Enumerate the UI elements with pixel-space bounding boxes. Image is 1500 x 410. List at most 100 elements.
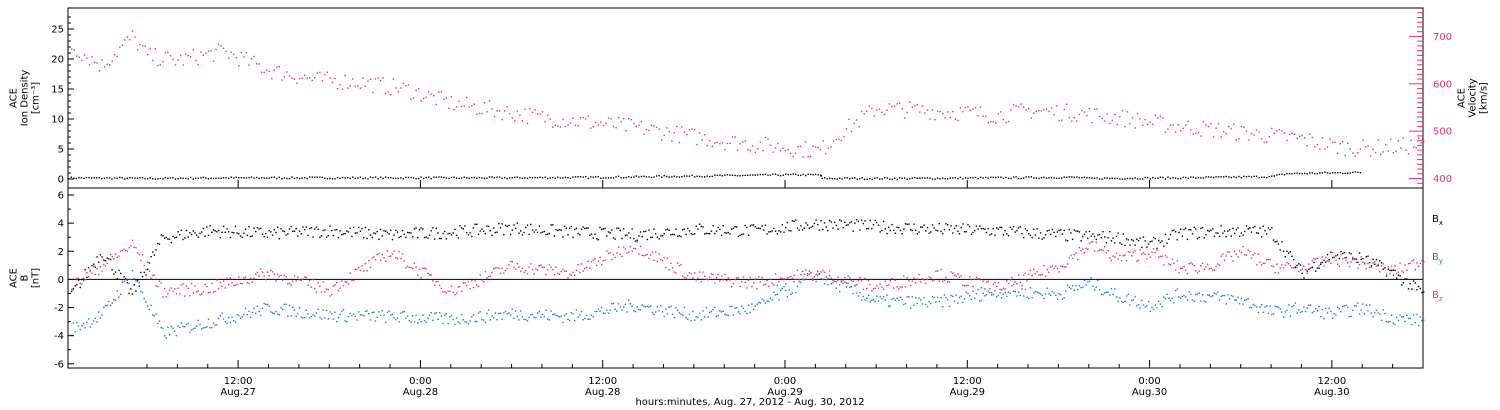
velocity-series-point: [382, 77, 384, 79]
ion-density-series-point: [134, 177, 136, 179]
series-bx-point: [280, 228, 282, 230]
series-by-point: [884, 299, 886, 301]
series-by-point: [1239, 303, 1241, 305]
b-axis-title: ACE B [nT]: [9, 268, 42, 288]
series-by-point: [1098, 289, 1101, 291]
velocity-series-point: [271, 77, 273, 80]
series-by-point: [957, 302, 959, 304]
series-bz-point: [827, 277, 829, 280]
series-by-point: [936, 296, 939, 299]
ion-density-series-point: [731, 174, 734, 176]
ion-density-series-point: [1028, 176, 1030, 178]
series-bz-point: [1043, 264, 1045, 267]
velocity-series-point: [1331, 141, 1334, 144]
series-bx-point: [813, 222, 816, 225]
series-bx-point: [334, 229, 336, 231]
series-bx-point: [432, 227, 434, 229]
series-by-point: [953, 300, 956, 303]
ion-density-series-point: [524, 177, 526, 179]
series-by-point: [1088, 280, 1091, 282]
ion-density-series-point: [172, 177, 174, 179]
velocity-series-point: [924, 112, 926, 114]
series-bz-point: [1240, 251, 1243, 254]
series-bz-point: [447, 290, 449, 292]
series-bx-point: [744, 224, 746, 227]
series-bx-point: [168, 238, 171, 240]
series-bx-point: [449, 232, 451, 234]
ion-density-series-point: [266, 177, 268, 179]
velocity-series-point: [1253, 134, 1255, 136]
series-bx-point: [1190, 229, 1192, 231]
ion-density-series-point: [1344, 172, 1346, 174]
series-bx-point: [1215, 232, 1217, 234]
series-bz-point: [133, 246, 135, 248]
velocity-series-point: [134, 36, 136, 38]
series-by-point: [558, 316, 561, 318]
ion-density-series-point: [1096, 177, 1098, 179]
velocity-series-point: [1311, 136, 1313, 139]
series-bx-point: [425, 236, 427, 238]
series-bz-point: [1024, 272, 1027, 275]
series-by-point: [984, 295, 986, 297]
series-by-point: [584, 317, 586, 319]
ion-density-series-point: [541, 177, 544, 179]
series-bz-point: [224, 287, 226, 289]
ion-density-series-point: [440, 176, 443, 178]
series-bx-point: [707, 232, 709, 235]
series-bx-point: [444, 230, 446, 233]
series-by-point: [125, 279, 127, 281]
series-bx-point: [597, 239, 599, 241]
series-by-point: [778, 299, 780, 301]
series-bz-point: [653, 259, 655, 261]
series-bz-point: [123, 248, 125, 251]
velocity-series-point: [1124, 125, 1126, 128]
series-bx-point: [1352, 258, 1354, 260]
series-bx-point: [1097, 234, 1099, 236]
ion-density-series-point: [904, 177, 906, 179]
series-by-point: [378, 311, 380, 313]
series-bx-point: [835, 224, 837, 227]
series-by-point: [739, 312, 741, 315]
series-by-point: [764, 302, 767, 304]
series-bx-point: [729, 233, 731, 235]
ion-density-series-point: [954, 176, 956, 179]
velocity-series-point: [855, 119, 858, 121]
series-bz-point: [1085, 247, 1087, 249]
velocity-series-point: [736, 149, 739, 151]
series-bz-point: [1208, 268, 1210, 270]
series-bz-point: [1286, 261, 1288, 264]
series-by-point: [477, 312, 480, 314]
velocity-series-point: [286, 71, 288, 73]
series-by-point: [1053, 292, 1055, 294]
series-by-point: [550, 310, 552, 312]
series-bz-point: [197, 290, 199, 292]
series-bz-point: [1050, 266, 1052, 268]
series-bz-point: [800, 274, 802, 276]
velocity-series-point: [283, 76, 286, 78]
series-bx-point: [135, 290, 137, 292]
series-bx-point: [1315, 270, 1317, 272]
series-bx-point: [508, 224, 510, 227]
series-by-point: [356, 319, 358, 321]
series-bx-point: [103, 259, 105, 261]
ion-density-series-point: [967, 177, 969, 179]
series-by-point: [742, 307, 745, 309]
series-bz-point: [656, 260, 659, 263]
series-bx-point: [533, 231, 535, 233]
series-bz-point: [585, 266, 588, 268]
series-by-point: [572, 313, 574, 315]
series-by-point: [1406, 314, 1408, 317]
series-bz-point: [535, 268, 537, 270]
series-bz-point: [952, 272, 954, 274]
series-bx-point: [290, 225, 292, 228]
series-bz-point: [346, 281, 348, 283]
series-bz-point: [572, 271, 574, 274]
series-by-point: [626, 311, 628, 313]
series-bx-point: [1093, 235, 1096, 238]
series-by-point: [1139, 307, 1141, 309]
ion-density-series-point: [612, 177, 615, 179]
series-by-point: [471, 316, 473, 318]
series-bx-point: [803, 227, 805, 229]
series-bx-point: [1266, 233, 1268, 235]
ion-density-series-point: [276, 177, 278, 180]
